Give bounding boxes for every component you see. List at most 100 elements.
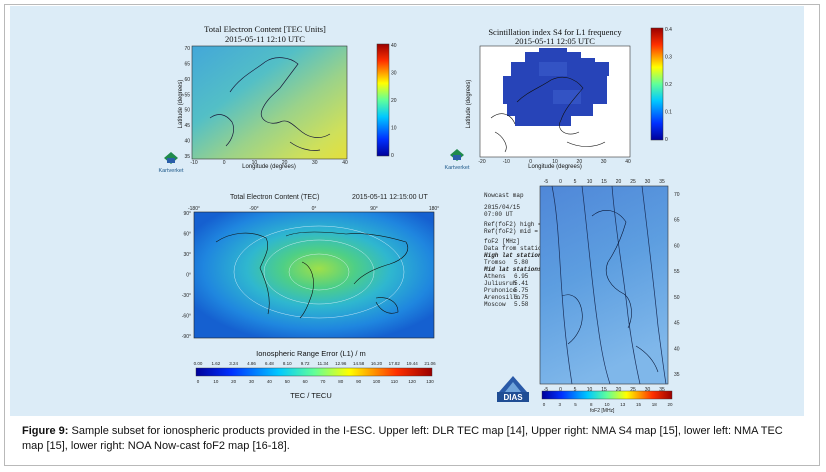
nma-tec-tecu-tick: 120: [408, 379, 416, 384]
nma-tec-tecu-ticks: 0 10 20 30 40 50 60 70 80 90 100 110 120 130: [197, 379, 435, 384]
s4-xtick: 20: [577, 159, 583, 165]
dlr-colorbar-tick: 0: [391, 153, 394, 159]
dlr-colorbar-ticks: 40 30 20 10 0: [391, 43, 397, 159]
s4-colorbar-tick: 0: [665, 137, 668, 143]
nma-tec-tecu-tick: 70: [320, 379, 326, 384]
noa-colorbar-tick: 5: [574, 402, 577, 407]
nma-tec-yticks: 90° 60° 30° 0° -30° -60° -90°: [182, 211, 191, 340]
nma-tec-range-tick: 19.44: [407, 361, 419, 366]
dlr-ytick: 70: [184, 46, 190, 52]
noa-xtick-top: 20: [616, 179, 622, 185]
noa-date: 2015/04/15: [484, 204, 521, 211]
s4-coastline: [490, 76, 606, 153]
noa-xticks-bottom: -5 0 5 10 15 20 25 30 35: [544, 387, 665, 393]
dlr-xlabel: Longitude (degrees): [242, 164, 296, 170]
nma-tec-tecu-tick: 10: [213, 379, 219, 384]
noa-colorbar-tick: 18: [652, 402, 658, 407]
nma-tec-range-tick: 16.20: [371, 361, 383, 366]
nma-tec-range-tick: 12.96: [335, 361, 347, 366]
dlr-xtick: 30: [312, 160, 318, 166]
dlr-coastline: [209, 57, 331, 151]
noa-xtick-top: 30: [645, 179, 651, 185]
nma-tec-xtick: 0°: [312, 206, 317, 212]
s4-xtick: 10: [552, 159, 558, 165]
nma-tec-range-tick: 17.82: [389, 361, 401, 366]
figure-caption-text: Sample subset for ionospheric products p…: [22, 425, 783, 452]
nma-tec-tecu-tick: 50: [285, 379, 291, 384]
dlr-ytick: 50: [184, 108, 190, 114]
noa-xtick-bottom: 5: [574, 387, 577, 393]
dlr-ylabel: Latitude (degrees): [178, 80, 184, 129]
s4-colorbar-tick: 0.1: [665, 110, 672, 116]
noa-ytick: 55: [674, 269, 680, 275]
nma-tec-tecu-tick: 20: [231, 379, 237, 384]
noa-colorbar: [541, 390, 673, 400]
noa-station-value: 6.75: [514, 294, 529, 301]
s4-map-date: 2015-05-11 12:05 UTC: [515, 36, 595, 46]
noa-coastline: [561, 210, 659, 373]
dlr-xtick: 0: [223, 160, 226, 166]
dlr-xtick: -10: [190, 160, 197, 166]
noa-ref-mid: Ref(foF2) mid = 50: [484, 228, 549, 235]
dlr-ytick: 45: [184, 123, 190, 129]
noa-station-name: Juliusruh: [484, 280, 517, 287]
noa-station-value: 5.80: [514, 259, 529, 266]
noa-source-line: Data from stations: [484, 245, 549, 252]
noa-xtick-top: 5: [574, 179, 577, 185]
figure-panel: [10, 6, 804, 416]
nma-tec-ytick: 60°: [183, 232, 191, 238]
nma-tec-contours: [233, 225, 405, 319]
nma-tec-range-tick: 0.00: [194, 361, 203, 366]
nma-tec-scale-title: Ionospheric Range Error (L1) / m: [256, 349, 366, 358]
noa-xtick-bottom: 15: [601, 387, 607, 393]
dlr-map-plot: [191, 45, 348, 160]
noa-xtick-bottom: 25: [630, 387, 636, 393]
noa-station-value: 6.95: [514, 273, 529, 280]
nma-tec-tecu-tick: 40: [267, 379, 273, 384]
nma-tec-tecu-tick: 30: [249, 379, 255, 384]
figure-caption: Figure 9: Sample subset for ionospheric …: [22, 424, 802, 454]
noa-high-lat-list: Tromso 5.80: [484, 259, 552, 266]
nma-tec-xtick: -90°: [249, 206, 258, 212]
noa-xtick-top: 10: [587, 179, 593, 185]
s4-xticks: -20 -10 0 10 20 30 40: [478, 159, 631, 165]
noa-info-panel: Nowcast map 2015/04/15 07:00 UT Ref(foF2…: [484, 192, 552, 308]
s4-map-title: Scintillation index S4 for L1 frequency: [488, 27, 622, 37]
nma-tec-ytick: -60°: [182, 314, 191, 320]
noa-station-row: Pruhonice 5.75: [484, 287, 552, 294]
s4-colorbar-tick: 0.2: [665, 82, 672, 88]
noa-station-row: Moscow 5.58: [484, 301, 552, 308]
dlr-xtick: 40: [342, 160, 348, 166]
noa-colorbar-tick: 10: [604, 402, 610, 407]
nma-tec-figure: -180° -90° 0° 90° 180° 90° 60° 30° 0° -30° -60° -9…: [182, 206, 439, 400]
nma-tec-range-tick: 11.34: [317, 361, 328, 366]
nma-tec-xtick: 180°: [429, 206, 439, 212]
noa-xtick-bottom: -5: [544, 387, 549, 393]
dlr-map-date: 2015-05-11 12:10 UTC: [225, 34, 305, 44]
noa-colorbar-ticks: 0 3 5 8 10 13 15 18 20: [543, 402, 673, 407]
noa-xtick-top: 25: [630, 179, 636, 185]
dlr-yticks: 70 65 60 55 50 45 40 35: [184, 46, 190, 160]
nma-tec-date: 2015-05-11 12:15:00 UT: [352, 194, 428, 201]
dias-logo: DIAS: [497, 376, 529, 402]
noa-station-row: Juliusruh 5.41: [484, 280, 552, 287]
nma-tec-tecu-tick: 110: [391, 379, 399, 384]
noa-xtick-top: 0: [559, 179, 562, 185]
nma-tec-range-tick: 14.58: [353, 361, 365, 366]
s4-xtick: 40: [625, 159, 631, 165]
nma-tec-tecu-tick: 90: [356, 379, 362, 384]
noa-colorbar-tick: 13: [620, 402, 626, 407]
nma-tec-tecu-label: TEC / TECU: [290, 391, 332, 400]
noa-ytick: 70: [674, 192, 680, 198]
noa-ref-high: Ref(foF2) high = 60: [484, 221, 553, 228]
nma-tec-tecu-tick: 130: [426, 379, 434, 384]
nma-tec-title: Total Electron Content (TEC): [230, 194, 320, 201]
dlr-ytick: 55: [184, 92, 190, 98]
nma-tec-plot: [193, 211, 435, 339]
s4-xlabel: Longitude (degrees): [528, 164, 582, 170]
dias-logo-text: DIAS: [503, 393, 523, 402]
noa-xtick-bottom: 10: [587, 387, 593, 393]
nma-tec-ytick: 0°: [186, 273, 191, 279]
noa-station-row: Tromso 5.80: [484, 259, 552, 266]
noa-station-row: Arenosillo 6.75: [484, 294, 552, 301]
